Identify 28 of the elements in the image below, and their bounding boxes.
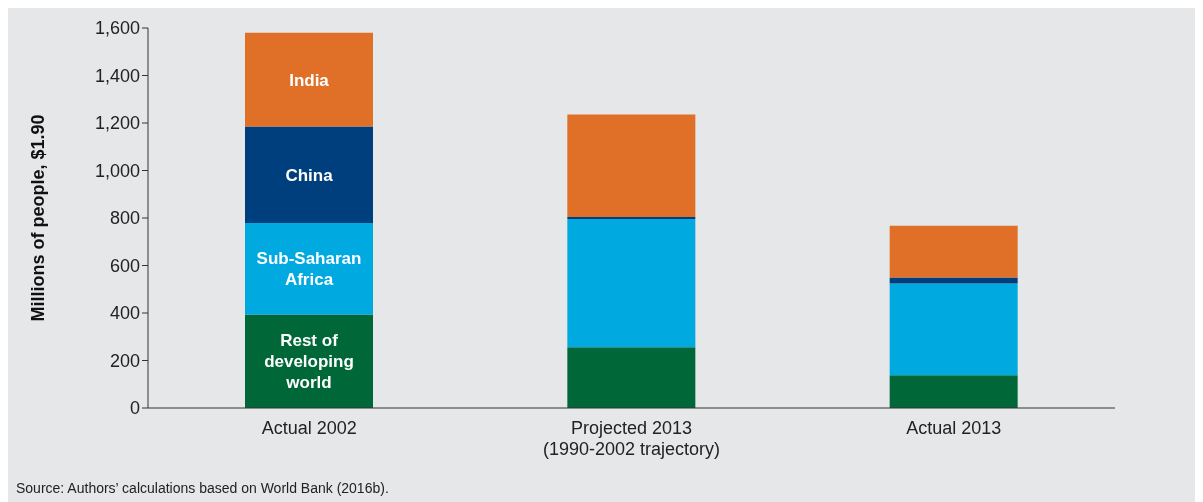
y-tick-label: 1,400 [94,65,140,86]
y-tick-label: 400 [109,303,140,324]
bar [245,126,373,223]
bar [567,218,696,348]
x-tick-label: Actual 2002 [261,418,357,438]
series-label: Rest of developing world [264,331,354,393]
series-label: China [285,165,334,185]
y-axis-title: Millions of people, $1.90 [28,114,49,322]
x-tick-label: Actual 2013 [906,418,1002,438]
bar [245,222,373,315]
y-tick-label: 0 [129,398,140,419]
y-tick-label: 1,600 [94,18,140,39]
series-label: India [289,70,330,90]
bar [567,347,696,408]
bar [889,225,1018,278]
bar [567,114,696,218]
source-note: Source: Authors’ calculations based on World Bank (2016b). [16,480,390,496]
y-tick-label: 1,000 [94,160,140,181]
y-tick-label: 1,200 [94,113,140,134]
y-tick-label: 600 [109,255,140,276]
bar [889,283,1018,376]
bar [245,32,373,127]
bar [889,375,1018,408]
bar [889,277,1018,284]
y-tick-label: 200 [109,350,140,371]
y-tick-label: 800 [109,208,140,229]
series-label: Sub-Saharan Africa [256,249,362,290]
x-tick-label: Projected 2013 (1990-2002 trajectory) [542,418,721,459]
